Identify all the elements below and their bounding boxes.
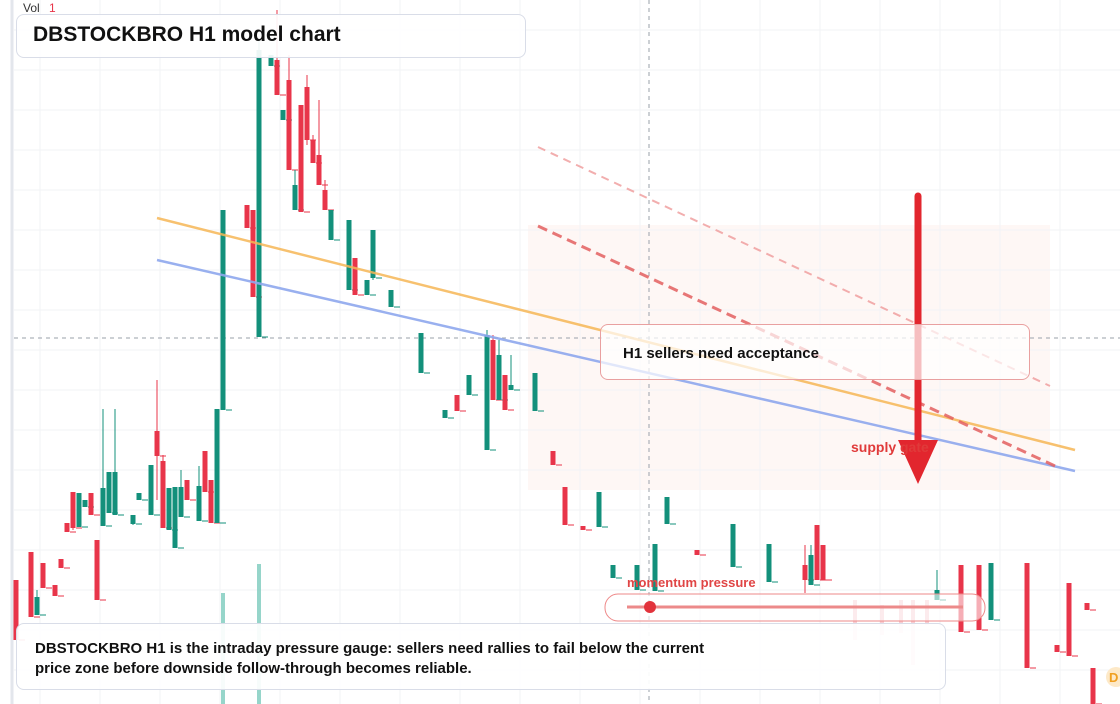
supply-label: supply gate (851, 439, 929, 455)
candle-body (64, 523, 70, 532)
candle-body (13, 580, 19, 640)
candle-body (562, 487, 568, 525)
candle-body (40, 563, 46, 588)
candle-body (808, 555, 814, 585)
candle-body (466, 375, 472, 395)
candle-body (214, 409, 220, 523)
arrow-head (898, 440, 938, 484)
candle-body (172, 487, 178, 548)
dashed-pink (537, 146, 1051, 387)
candle-body (802, 565, 808, 580)
candle-body (208, 480, 214, 523)
candle-body (1066, 583, 1072, 656)
candle-body (316, 155, 322, 185)
candle-body (100, 488, 106, 526)
candle-body (664, 497, 670, 524)
candle-body (304, 87, 310, 140)
candle-body (610, 565, 616, 578)
candle-body (322, 190, 328, 210)
candle-body (730, 524, 736, 567)
description-box: DBSTOCKBRO H1 is the intraday pressure g… (16, 623, 946, 690)
candle-body (454, 395, 460, 411)
candle-body (388, 290, 394, 307)
badge-label: D (1109, 670, 1118, 685)
candle-body (154, 431, 160, 456)
candle-body (280, 110, 286, 120)
candle-body (34, 597, 40, 615)
acceptance-box: H1 sellers need acceptance (600, 324, 1030, 380)
candle-body (136, 493, 142, 500)
vol-value: 1 (49, 1, 56, 15)
candle-body (1090, 668, 1096, 704)
candle-body (166, 488, 172, 530)
title-box: DBSTOCKBRO H1 model chart (16, 14, 526, 58)
candle-body (346, 220, 352, 290)
candle-body (298, 105, 304, 212)
candle-body (256, 50, 262, 337)
candle-body (310, 140, 316, 163)
acceptance-label: H1 sellers need acceptance (623, 345, 819, 362)
candle-body (370, 230, 376, 278)
candle-body (364, 280, 370, 295)
badge (1106, 667, 1120, 687)
candle-body (28, 552, 34, 617)
candle-body (196, 486, 202, 521)
candle-body (502, 375, 508, 410)
candle-body (130, 515, 136, 524)
candle-body (94, 540, 100, 600)
candle-body (202, 451, 208, 492)
candle-body (244, 205, 250, 228)
candle-body (814, 525, 820, 580)
vol-label: Vol (23, 1, 40, 15)
candle-body (634, 565, 640, 590)
candle-body (652, 544, 658, 591)
candle-body (70, 492, 76, 528)
title: DBSTOCKBRO H1 model chart (33, 23, 341, 46)
candle-body (352, 258, 358, 295)
momentum-label: momentum pressure (627, 575, 756, 590)
candle-body (112, 472, 118, 515)
candle-body (532, 373, 538, 411)
candle-body (220, 210, 226, 410)
candle-body (328, 210, 334, 240)
candle-body (106, 472, 112, 513)
candle-body (268, 55, 274, 66)
candle-body (178, 487, 184, 517)
description: DBSTOCKBRO H1 is the intraday pressure g… (35, 640, 705, 677)
candle-body (160, 461, 166, 528)
candle-body (292, 185, 298, 210)
candle-body (76, 493, 82, 527)
candle-body (82, 500, 88, 507)
candle-body (250, 210, 256, 297)
candle-body (88, 493, 94, 515)
candle-body (550, 451, 556, 465)
candle-body (490, 340, 496, 400)
candle-body (184, 480, 190, 500)
candle-body (484, 335, 490, 450)
candle-body (58, 559, 64, 568)
candle-body (286, 80, 292, 170)
candle-body (148, 465, 154, 515)
candle-body (596, 492, 602, 527)
candle-body (580, 526, 586, 530)
candle-body (988, 563, 994, 620)
candle-body (496, 355, 502, 400)
candle-body (820, 545, 826, 580)
candle-body (1054, 645, 1060, 652)
candle-body (694, 550, 700, 555)
candle-body (442, 410, 448, 418)
candle-body (418, 333, 424, 373)
candle-body (1024, 563, 1030, 668)
momentum-dot (644, 601, 656, 613)
candle-body (52, 585, 58, 596)
candle-body (766, 544, 772, 582)
candle-body (508, 385, 514, 390)
candle-body (274, 60, 280, 95)
candle-body (1084, 603, 1090, 610)
